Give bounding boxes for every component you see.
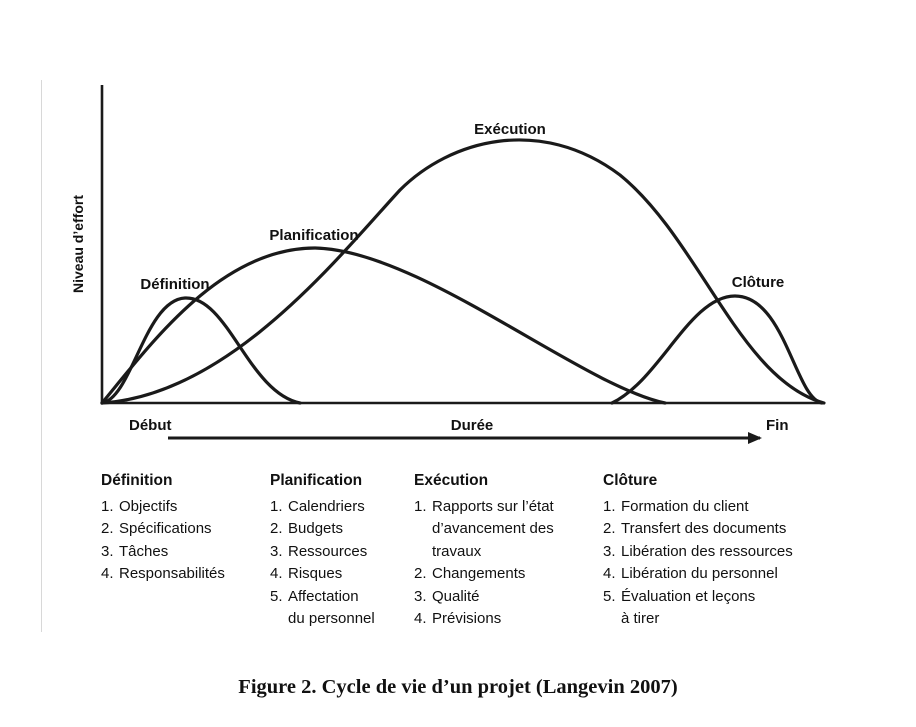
phase-title: Planification bbox=[270, 472, 363, 489]
list-item: 4. Risques bbox=[270, 563, 375, 586]
item-text: Formation du client bbox=[621, 497, 749, 515]
list-item: 3. Libération des ressources bbox=[603, 541, 793, 564]
phase-title: Clôture bbox=[603, 472, 658, 489]
item-text: Responsabilités bbox=[119, 565, 225, 582]
item-number: 2. bbox=[270, 520, 283, 537]
figure-caption: Figure 2. Cycle de vie d’un projet (Lang… bbox=[238, 676, 678, 698]
list-item: 4. Prévisions bbox=[414, 608, 554, 631]
item-number: 1. bbox=[270, 497, 283, 515]
execution-curve bbox=[100, 138, 826, 405]
item-text: Tâches bbox=[119, 542, 169, 560]
item-number: 5. bbox=[603, 587, 616, 605]
list-item: 2. Transfert des documents bbox=[603, 518, 793, 541]
item-number: 2. bbox=[101, 520, 114, 537]
item-text: Libération des ressources bbox=[621, 542, 793, 560]
item-number: 1. bbox=[603, 497, 616, 515]
item-text: Calendriers bbox=[288, 497, 365, 515]
list-item: 3. Ressources bbox=[270, 541, 375, 564]
list-item: 1. Rapports sur l’état d’avancement des t… bbox=[414, 496, 554, 564]
list-item: 2. Changements bbox=[414, 563, 554, 586]
list-item: 3. Tâches bbox=[101, 541, 225, 564]
definition-curve bbox=[100, 296, 302, 405]
item-number: 3. bbox=[414, 587, 427, 605]
item-number: 5. bbox=[270, 587, 283, 605]
left-border-line bbox=[41, 80, 42, 632]
item-text: Affectation du personnel bbox=[288, 587, 375, 628]
phase-column-execution: Exécution 1. Rapports sur l’état d’avance… bbox=[414, 470, 554, 631]
item-number: 4. bbox=[603, 565, 616, 582]
planification-curve bbox=[100, 246, 667, 405]
item-text: Transfert des documents bbox=[621, 520, 787, 537]
phase-column-definition: Définition 1. Objectifs 2. Spécifications … bbox=[101, 470, 225, 586]
y-axis-label: Niveau d’effort bbox=[70, 195, 86, 293]
cloture-curve-label: Clôture bbox=[732, 274, 785, 291]
execution-curve-label: Exécution bbox=[474, 121, 546, 138]
planification-curve-label: Planification bbox=[269, 227, 358, 244]
item-text: Rapports sur l’état d’avancement des tra… bbox=[432, 497, 554, 560]
cloture-curve bbox=[610, 294, 824, 405]
item-text: Budgets bbox=[288, 520, 344, 537]
list-item: 5. Affectation du personnel bbox=[270, 586, 375, 631]
item-number: 4. bbox=[414, 610, 427, 627]
x-axis-end-label: Fin bbox=[766, 417, 789, 434]
item-number: 4. bbox=[270, 565, 283, 582]
item-number: 3. bbox=[101, 542, 114, 560]
item-number: 4. bbox=[101, 565, 114, 582]
item-number: 2. bbox=[603, 520, 616, 537]
item-text: Évaluation et leçons à tirer bbox=[621, 587, 756, 628]
phase-title: Définition bbox=[101, 472, 173, 489]
item-number: 3. bbox=[603, 542, 616, 560]
phase-column-planification: Planification 1. Calendriers 2. Budgets 3.… bbox=[270, 470, 375, 631]
effort-diagram: Définition Planification Exécution Clôtu… bbox=[70, 85, 826, 444]
item-text: Changements bbox=[432, 565, 526, 582]
item-number: 2. bbox=[414, 565, 427, 582]
item-text: Prévisions bbox=[432, 610, 502, 627]
phase-title: Exécution bbox=[414, 472, 489, 489]
list-item: 2. Spécifications bbox=[101, 518, 225, 541]
x-axis-middle-label: Durée bbox=[451, 417, 494, 434]
item-number: 1. bbox=[414, 497, 427, 515]
phase-column-cloture: Clôture 1. Formation du client 2. Transfer… bbox=[603, 470, 793, 631]
x-axis-start-label: Début bbox=[129, 417, 172, 434]
definition-curve-label: Définition bbox=[140, 276, 209, 293]
list-item: 1. Formation du client bbox=[603, 496, 793, 519]
list-item: 3. Qualité bbox=[414, 586, 554, 609]
item-text: Spécifications bbox=[119, 520, 212, 537]
list-item: 1. Calendriers bbox=[270, 496, 375, 519]
list-item: 5. Évaluation et leçons à tirer bbox=[603, 586, 793, 631]
item-text: Risques bbox=[288, 565, 343, 582]
list-item: 2. Budgets bbox=[270, 518, 375, 541]
list-item: 4. Libération du personnel bbox=[603, 563, 793, 586]
item-text: Objectifs bbox=[119, 497, 178, 515]
list-item: 4. Responsabilités bbox=[101, 563, 225, 586]
item-text: Qualité bbox=[432, 587, 480, 605]
item-number: 3. bbox=[270, 542, 283, 560]
item-number: 1. bbox=[101, 497, 114, 515]
list-item: 1. Objectifs bbox=[101, 496, 225, 519]
item-text: Ressources bbox=[288, 542, 368, 560]
item-text: Libération du personnel bbox=[621, 565, 778, 582]
